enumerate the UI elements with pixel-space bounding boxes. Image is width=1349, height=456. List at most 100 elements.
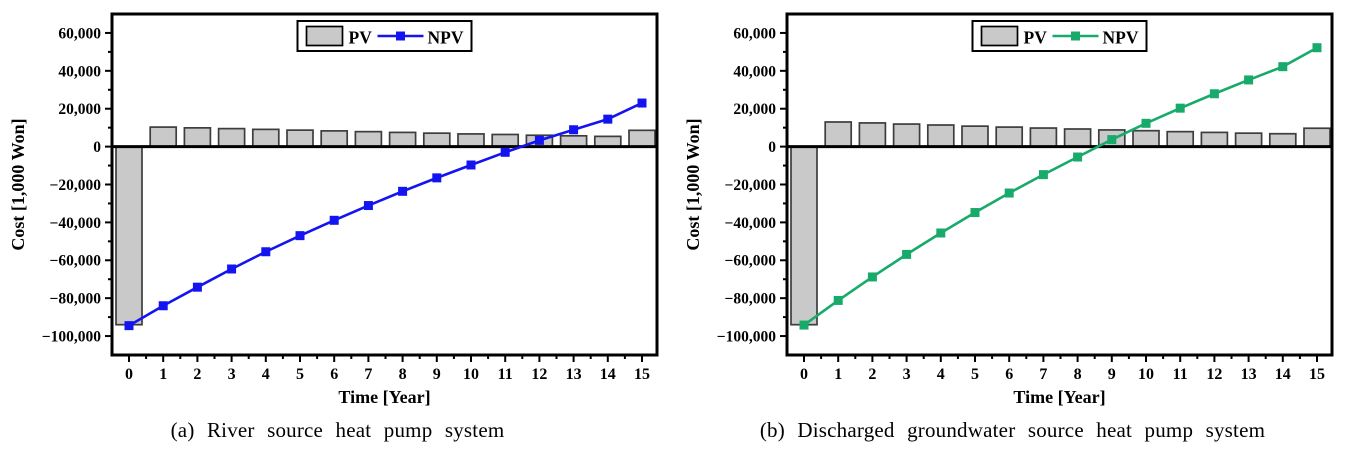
y-tick-label: −40,000 bbox=[725, 215, 777, 232]
x-tick-label: 11 bbox=[1173, 366, 1188, 383]
npv-marker bbox=[466, 160, 476, 170]
x-tick-label: 6 bbox=[1005, 366, 1013, 383]
x-tick-label: 5 bbox=[971, 366, 979, 383]
npv-line bbox=[128, 101, 643, 327]
y-tick-label: −60,000 bbox=[725, 253, 777, 270]
x-tick-label: 0 bbox=[125, 366, 133, 383]
x-tick-label: 14 bbox=[1275, 366, 1291, 383]
y-tick-label: 0 bbox=[93, 139, 101, 156]
npv-marker bbox=[227, 264, 237, 274]
y-tick-label: 0 bbox=[768, 139, 776, 156]
y-tick-label: −80,000 bbox=[725, 291, 777, 308]
figure-b: −100,000 −80,000 −60,000 −40,000 −20,000 0 20,… bbox=[675, 0, 1349, 456]
pv-bar bbox=[183, 127, 212, 148]
y-tick-label: −40,000 bbox=[50, 215, 102, 232]
npv-marker bbox=[261, 247, 271, 257]
x-tick-label: 10 bbox=[1138, 366, 1154, 383]
x-tick-label: 5 bbox=[296, 366, 304, 383]
x-tick-label: 3 bbox=[903, 366, 911, 383]
y-tick-label: −20,000 bbox=[50, 177, 102, 194]
x-tick-label: 10 bbox=[463, 366, 479, 383]
pv-bar bbox=[422, 132, 451, 148]
npv-marker bbox=[1038, 170, 1048, 180]
y-tick-label: 60,000 bbox=[58, 25, 101, 42]
npv-marker bbox=[295, 231, 305, 241]
x-tick-label: 12 bbox=[1206, 366, 1222, 383]
npv-marker bbox=[534, 135, 544, 145]
pv-bar bbox=[1063, 128, 1092, 148]
pv-bar bbox=[593, 135, 622, 148]
x-tick-label: 9 bbox=[433, 366, 441, 383]
npv-marker bbox=[500, 147, 510, 157]
x-tick-label: 15 bbox=[634, 366, 650, 383]
legend-npv-marker bbox=[1071, 31, 1080, 41]
pv-bar bbox=[354, 130, 383, 148]
pv-bar bbox=[892, 123, 921, 148]
y-tick-label: −20,000 bbox=[725, 177, 777, 194]
npv-marker bbox=[398, 186, 408, 196]
y-tick-label: 60,000 bbox=[733, 25, 776, 42]
npv-marker bbox=[124, 321, 134, 331]
x-tick-label: 14 bbox=[600, 366, 616, 383]
legend-npv-label: NPV bbox=[428, 28, 464, 48]
pv-bar bbox=[1166, 130, 1195, 148]
x-tick-label: 8 bbox=[399, 366, 407, 383]
x-tick-label: 15 bbox=[1309, 366, 1325, 383]
pv-bar bbox=[1132, 129, 1160, 148]
pv-bar bbox=[995, 126, 1024, 148]
y-tick-label: −80,000 bbox=[50, 291, 102, 308]
pv-bar bbox=[491, 133, 520, 148]
pv-bar bbox=[388, 131, 417, 148]
npv-marker bbox=[603, 114, 613, 124]
pv-bar bbox=[457, 133, 485, 148]
x-tick-label: 3 bbox=[228, 366, 236, 383]
chart-b: −100,000 −80,000 −60,000 −40,000 −20,000 0 20,… bbox=[683, 12, 1334, 407]
npv-marker bbox=[158, 301, 168, 311]
pv-bar bbox=[1029, 127, 1058, 148]
x-tick-label: 2 bbox=[193, 366, 201, 383]
npv-marker bbox=[432, 173, 442, 183]
pv-bar bbox=[115, 145, 143, 326]
pv-bar bbox=[251, 128, 280, 148]
x-tick-label: 13 bbox=[1241, 366, 1257, 383]
pv-bar bbox=[628, 129, 656, 148]
y-tick-label: 40,000 bbox=[58, 63, 101, 80]
y-tick-label: −100,000 bbox=[42, 328, 101, 345]
y-tick-label: −60,000 bbox=[50, 253, 102, 270]
npv-marker bbox=[1073, 152, 1083, 162]
legend-npv-marker bbox=[396, 31, 405, 41]
caption-a: (a) River source heat pump system bbox=[170, 418, 505, 442]
legend-pv-swatch bbox=[305, 25, 344, 47]
caption-b: (b) Discharged groundwater source heat p… bbox=[759, 418, 1266, 442]
x-tick-label: 12 bbox=[531, 366, 547, 383]
x-tick-label: 7 bbox=[364, 366, 372, 383]
x-tick-label: 7 bbox=[1039, 366, 1047, 383]
npv-marker bbox=[329, 215, 339, 225]
npv-marker bbox=[1141, 118, 1151, 128]
y-tick-label: −100,000 bbox=[717, 328, 776, 345]
x-tick-label: 8 bbox=[1074, 366, 1082, 383]
legend-pv-label: PV bbox=[349, 28, 373, 48]
npv-marker bbox=[1312, 43, 1322, 53]
pv-bar bbox=[1200, 131, 1229, 148]
x-tick-label: 9 bbox=[1108, 366, 1116, 383]
x-tick-label: 0 bbox=[800, 366, 808, 383]
y-tick-label: 20,000 bbox=[733, 101, 776, 118]
pv-bar bbox=[217, 127, 246, 148]
legend-pv-swatch bbox=[980, 25, 1019, 47]
npv-marker bbox=[902, 249, 912, 259]
npv-marker bbox=[1107, 135, 1117, 145]
y-tick-label: 40,000 bbox=[733, 63, 776, 80]
x-tick-label: 1 bbox=[159, 366, 167, 383]
pv-bar bbox=[559, 134, 588, 148]
npv-marker bbox=[1004, 188, 1014, 198]
pv-bar bbox=[961, 125, 989, 148]
npv-marker bbox=[936, 228, 946, 238]
pv-bar bbox=[1303, 127, 1331, 148]
plot-border bbox=[110, 12, 659, 357]
pv-bar bbox=[149, 126, 178, 148]
npv-marker bbox=[1278, 62, 1288, 72]
legend-npv-label: NPV bbox=[1103, 28, 1139, 48]
npv-marker bbox=[192, 282, 202, 292]
x-axis-title: Time [Year] bbox=[1013, 387, 1105, 407]
